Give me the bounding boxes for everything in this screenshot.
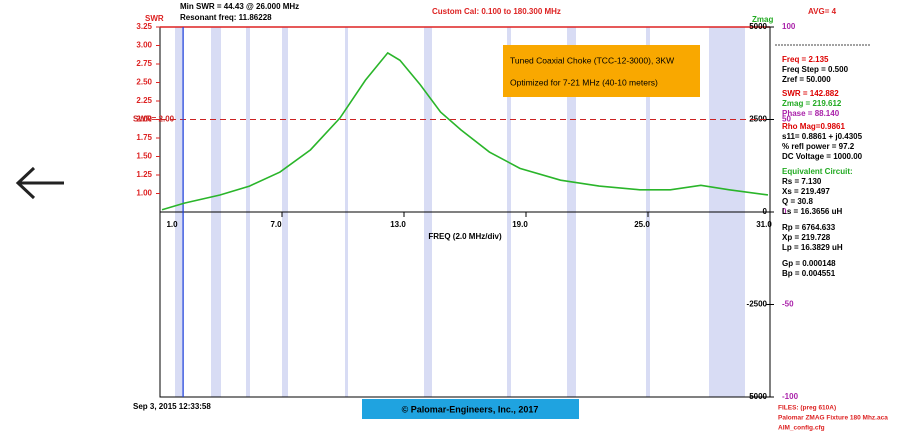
band bbox=[567, 27, 576, 397]
back-arrow[interactable] bbox=[12, 165, 68, 201]
readout: Lp = 16.3829 uH bbox=[782, 243, 843, 252]
series-line bbox=[161, 51, 769, 211]
plot-frame bbox=[159, 26, 771, 398]
copyright-box bbox=[362, 399, 579, 419]
readout: Zref = 50.000 bbox=[782, 75, 831, 84]
readout: Ls = 16.3656 uH bbox=[782, 207, 842, 216]
band bbox=[175, 27, 184, 397]
readout: Phase = 88.140 bbox=[782, 109, 840, 118]
y3-tick-label: 50 bbox=[782, 115, 791, 124]
readout: % refl power = 97.2 bbox=[782, 142, 855, 151]
file-line: FILES: (preg 610A) bbox=[778, 405, 836, 412]
y3-tick-label: -100 bbox=[782, 392, 799, 401]
x-tick-label: 7.0 bbox=[270, 220, 282, 229]
y2-tick-label: -5000 bbox=[747, 392, 768, 401]
readout: DC Voltage = 1000.00 bbox=[782, 152, 863, 161]
x-axis-label: FREQ (2.0 MHz/div) bbox=[428, 232, 502, 241]
readout: Rho Mag=0.9861 bbox=[782, 122, 845, 131]
x-tick-label: 31.0 bbox=[756, 220, 772, 229]
y-tick-label: 2.00 bbox=[136, 115, 152, 124]
y2-tick-label: -2500 bbox=[747, 300, 768, 309]
annotation-box bbox=[503, 45, 700, 97]
y2-tick-label: 0 bbox=[763, 207, 768, 216]
readout: s11= 0.8861 + j0.4305 bbox=[782, 132, 863, 141]
annotation: Optimized for 7-21 MHz (40-10 meters) bbox=[510, 77, 658, 87]
file-line: Palomar ZMAG Fixture 180 Mhz.aca bbox=[778, 415, 888, 422]
y-tick-label: 1.75 bbox=[136, 133, 152, 142]
band bbox=[709, 27, 745, 397]
readout: Rp = 6764.633 bbox=[782, 223, 836, 232]
ham-bands bbox=[175, 27, 745, 397]
readout: Bp = 0.004551 bbox=[782, 269, 836, 278]
file-line: AIM_config.cfg bbox=[778, 425, 825, 432]
y3-tick-label: 100 bbox=[782, 22, 796, 31]
y2-axis-label: Zmag bbox=[752, 15, 773, 24]
readout: SWR = 142.882 bbox=[782, 89, 839, 98]
swr-threshold-label: SWR= 2.00 bbox=[133, 115, 175, 124]
band bbox=[345, 27, 348, 397]
band bbox=[211, 27, 221, 397]
readout: Equivalent Circuit: bbox=[782, 167, 853, 176]
readout: Gp = 0.000148 bbox=[782, 259, 836, 268]
y-tick-label: 3.25 bbox=[136, 22, 152, 31]
header-line: Resonant freq: 11.86228 bbox=[180, 13, 272, 22]
readout: Xp = 219.728 bbox=[782, 233, 831, 242]
x-tick-label: 13.0 bbox=[390, 220, 406, 229]
x-tick-label: 1.0 bbox=[166, 220, 178, 229]
avg: AVG= 4 bbox=[808, 7, 837, 16]
y-tick-label: 3.00 bbox=[136, 41, 152, 50]
y-tick-label: 2.25 bbox=[136, 96, 152, 105]
y2-tick-label: 5000 bbox=[749, 22, 767, 31]
y-tick-label: 1.00 bbox=[136, 189, 152, 198]
y-tick-label: 2.50 bbox=[136, 78, 152, 87]
readout: Q = 30.8 bbox=[782, 197, 813, 206]
y3-tick-label: 0 bbox=[782, 207, 787, 216]
band bbox=[282, 27, 288, 397]
arrow-icon bbox=[15, 166, 64, 200]
band bbox=[646, 27, 650, 397]
y3-tick-label: -50 bbox=[782, 300, 794, 309]
y-axis-label: SWR bbox=[145, 14, 164, 23]
band bbox=[424, 27, 432, 397]
x-tick-label: 19.0 bbox=[512, 220, 528, 229]
y-tick-label: 1.50 bbox=[136, 152, 152, 161]
readout: Freq Step = 0.500 bbox=[782, 65, 849, 74]
readout: Rs = 7.130 bbox=[782, 177, 822, 186]
readout: Xs = 219.497 bbox=[782, 187, 830, 196]
readout: Freq = 2.135 bbox=[782, 55, 829, 64]
cal-range: Custom Cal: 0.100 to 180.300 MHz bbox=[432, 7, 561, 16]
band bbox=[246, 27, 250, 397]
y2-tick-label: 2500 bbox=[749, 115, 767, 124]
copyright: © Palomar-Engineers, Inc., 2017 bbox=[402, 404, 539, 414]
timestamp: Sep 3, 2015 12:33:58 bbox=[133, 402, 211, 411]
readout: Zmag = 219.612 bbox=[782, 99, 842, 108]
y-tick-label: 2.75 bbox=[136, 59, 152, 68]
header-line: Min SWR = 44.43 @ 26.000 MHz bbox=[180, 2, 299, 11]
y-tick-label: 1.25 bbox=[136, 170, 152, 179]
annotation: Tuned Coaxial Choke (TCC-12-3000), 3KW bbox=[510, 55, 674, 65]
x-tick-label: 25.0 bbox=[634, 220, 650, 229]
band bbox=[507, 27, 511, 397]
